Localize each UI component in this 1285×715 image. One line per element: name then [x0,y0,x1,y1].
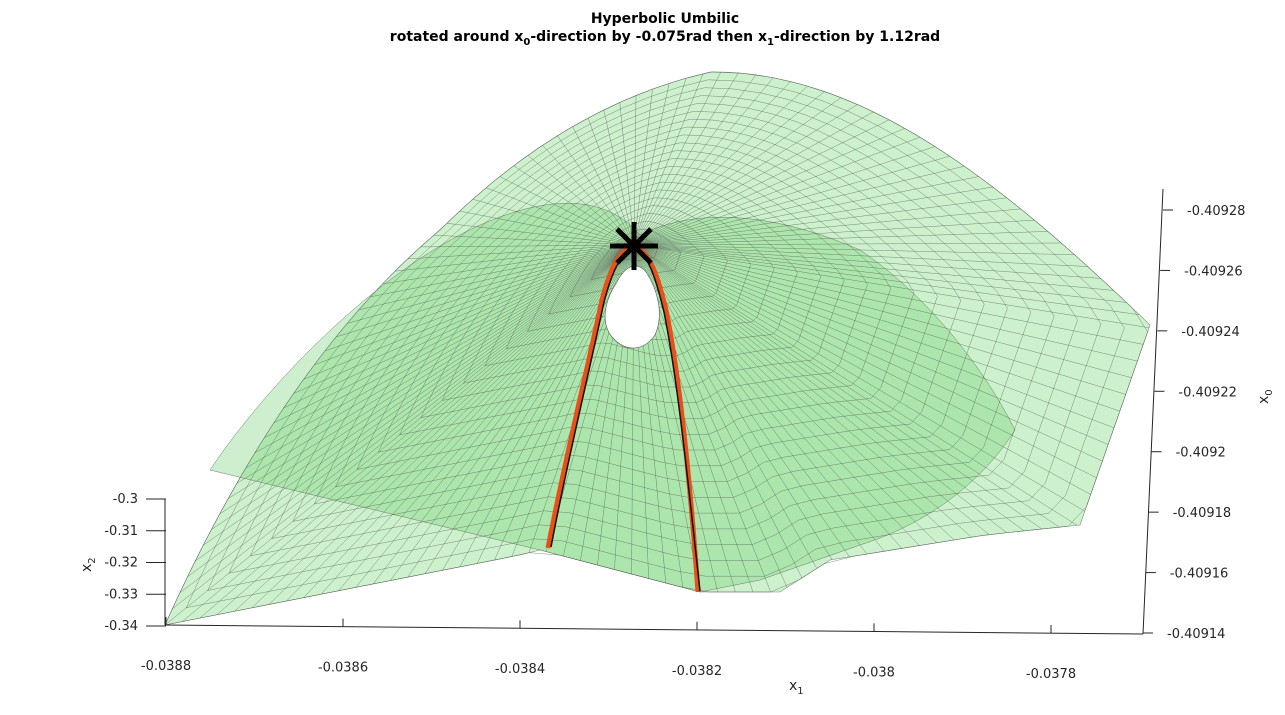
x1-axis-label: x1 [789,678,804,697]
x0-tick-label: -0.40922 [1178,385,1236,400]
x1-tick-label: -0.0386 [318,661,368,676]
x1-axis-line [164,624,1144,635]
x1-tick-label: -0.038 [853,665,895,680]
x1-tick-label: -0.0388 [141,659,191,674]
mesh-ring [441,173,845,401]
mesh-ring [463,181,822,384]
surface-mesh [164,71,1151,626]
mesh-ring [207,87,1102,591]
x2-axis-label: x2 [79,557,98,572]
mesh-ring [420,166,868,418]
mesh-line [633,244,788,588]
x0-axis-line [1142,188,1164,635]
x1-tick-label: -0.0378 [1026,667,1076,682]
x0-ticks: -0.40928 -0.40926 -0.40924 -0.40922 -0.4092 -… [1143,204,1245,642]
mesh-line [633,244,833,560]
mesh-ring [292,118,1008,522]
x2-tick-label: -0.32 [104,556,138,571]
mesh-ring [164,71,1148,626]
x2-ticks: -0.3 -0.31 -0.32 -0.33 -0.34 [104,492,166,634]
x0-tick-label: -0.40918 [1173,506,1231,521]
mesh-line [633,244,1078,526]
x0-tick-label: -0.40928 [1187,204,1245,219]
x2-tick-label: -0.33 [104,587,138,602]
mesh-line [633,244,1140,315]
x1-tick-label: -0.0384 [495,662,545,677]
x2-tick-label: -0.34 [104,619,138,634]
x0-tick-label: -0.40914 [1167,627,1225,642]
mesh-ring [335,134,962,488]
mesh-line [633,244,1085,512]
mesh-line [633,73,704,246]
x0-tick-label: -0.40926 [1184,264,1242,279]
mesh-line [633,244,1150,328]
x2-tick-label: -0.31 [104,524,138,539]
mesh-ring [484,189,798,367]
chart-title: Hyperbolic Umbilic [591,11,739,27]
x1-tick-label: -0.0382 [672,664,722,679]
x0-axis-label: x0 [1256,389,1275,404]
mesh-ring [250,103,1055,557]
mesh-ring [228,95,1078,574]
x0-tick-label: -0.40916 [1170,567,1228,582]
x0-tick-label: -0.4092 [1176,446,1226,461]
mesh-ring [186,79,1125,608]
x1-ticks: -0.0388 -0.0386 -0.0384 -0.0382 -0.038 -0.037… [141,617,1076,682]
surface-opening [604,265,660,349]
mesh-ring [271,111,1032,539]
x0-tick-label: -0.40924 [1181,325,1239,340]
chart-subtitle: rotated around x0-direction by -0.075rad… [390,29,940,48]
inner-surface-sheet [209,202,1016,593]
mesh-ring [399,158,892,436]
mesh-ring [313,126,985,505]
mesh-ring [356,142,938,470]
mesh-ring [377,150,915,453]
asterisk-marker [610,222,658,270]
x2-tick-label: -0.3 [113,492,138,507]
